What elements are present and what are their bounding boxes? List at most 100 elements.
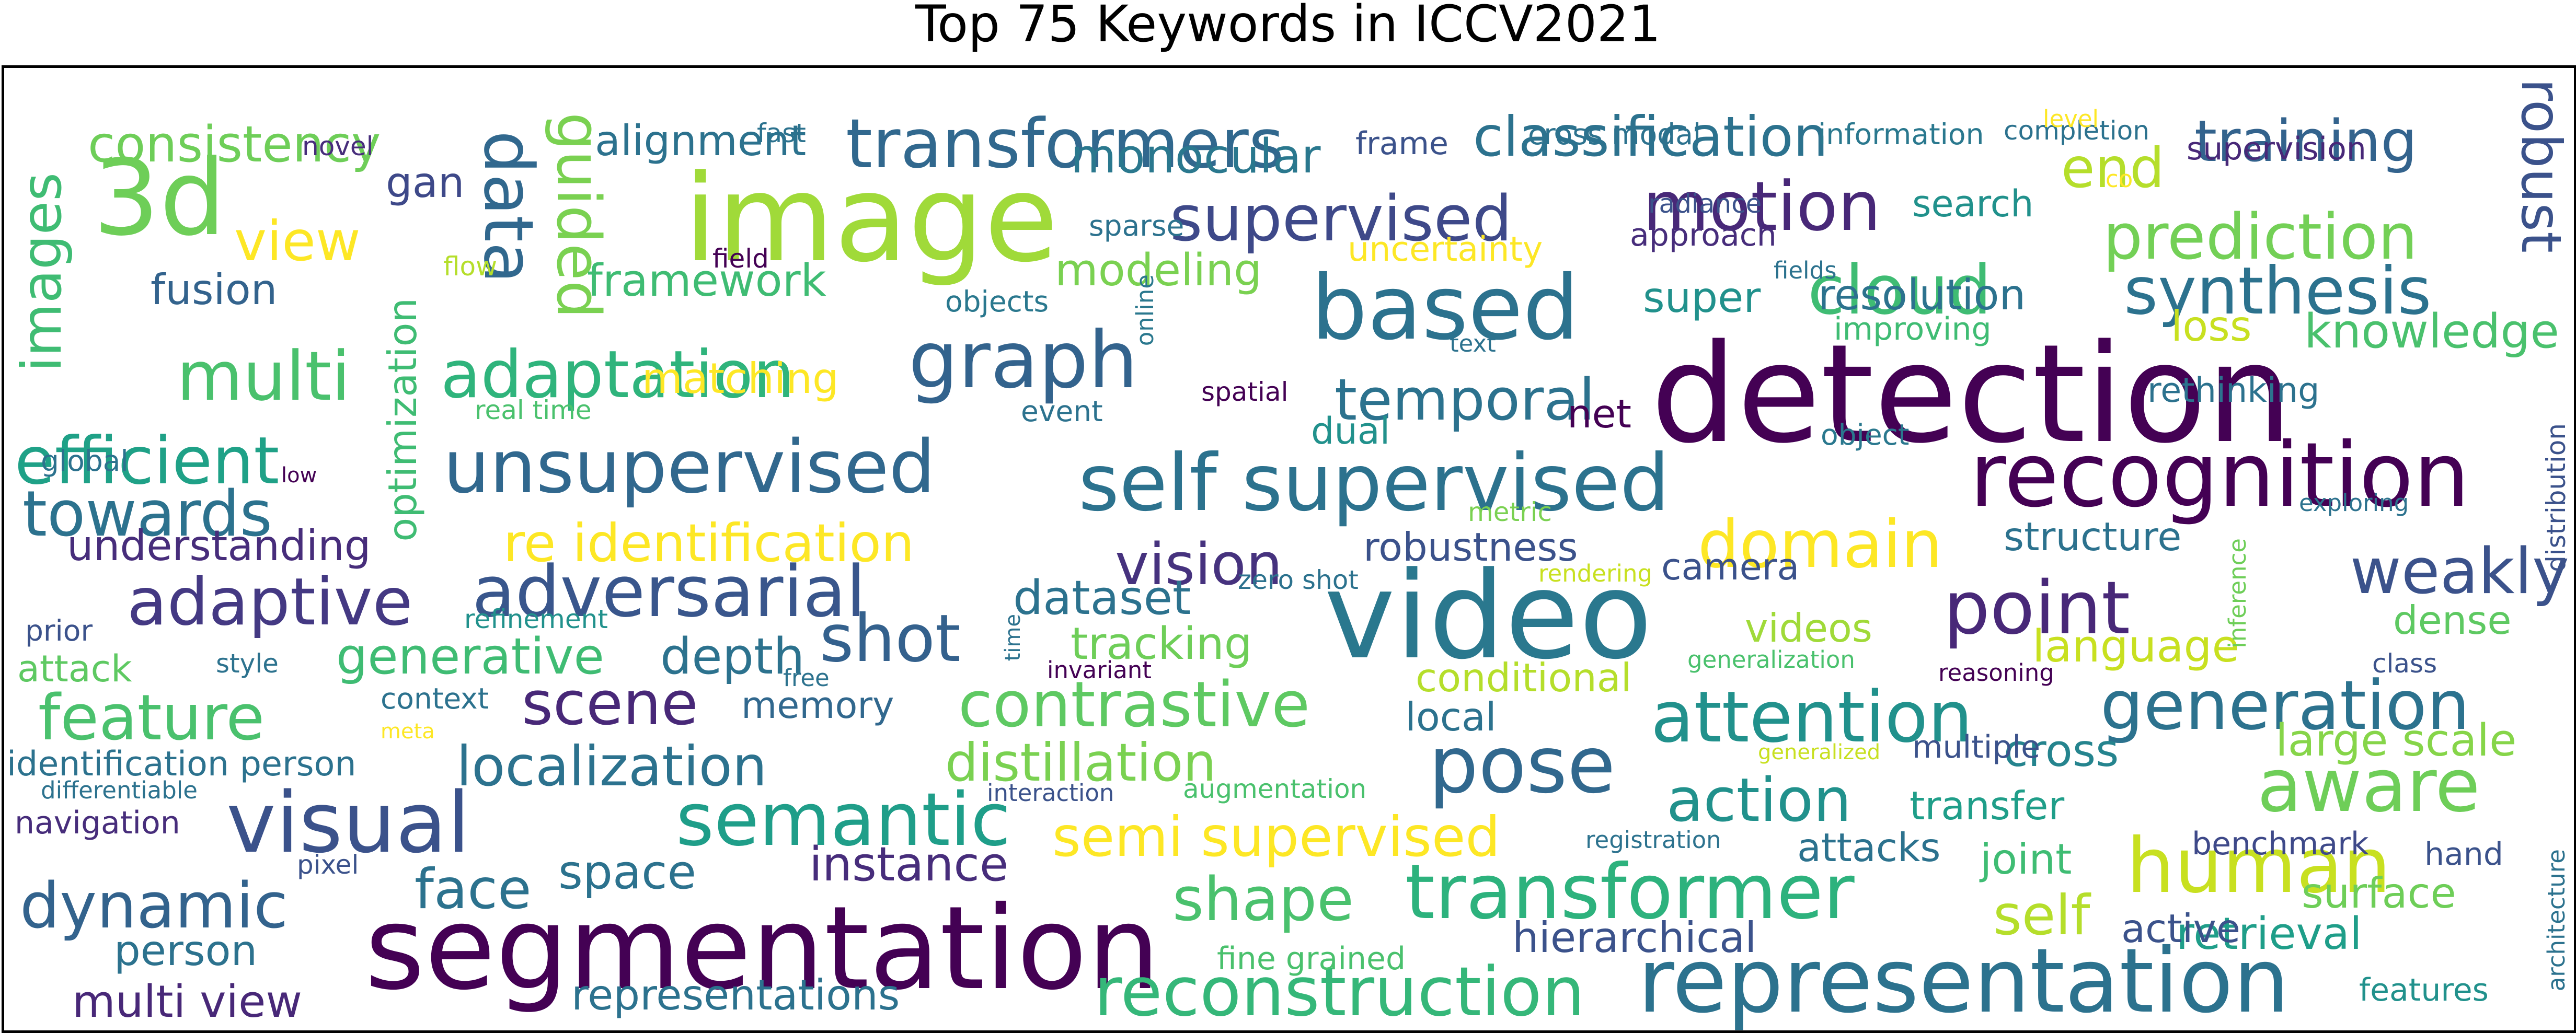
word-improving: improving <box>1834 311 1992 347</box>
word-generalized: generalized <box>1758 740 1881 764</box>
word-interaction: interaction <box>987 779 1114 807</box>
word-zero-shot: zero shot <box>1238 565 1359 595</box>
word-information: information <box>1818 118 1984 151</box>
word-reconstruction: reconstruction <box>1094 952 1585 1031</box>
word-architecture: architecture <box>2543 849 2570 992</box>
word-hand: hand <box>2424 836 2503 873</box>
word-generative: generative <box>336 628 604 686</box>
word-generalization: generalization <box>1687 646 1855 674</box>
word-based: based <box>1311 257 1580 360</box>
word-memory: memory <box>741 684 894 727</box>
word-completion: completion <box>2004 115 2149 146</box>
word-robustness: robustness <box>1363 524 1578 570</box>
word-rendering: rendering <box>1538 560 1653 587</box>
word-dual: dual <box>1311 410 1390 452</box>
word-inference: inference <box>2224 538 2251 648</box>
word-reasoning: reasoning <box>1938 659 2054 687</box>
word-features: features <box>2359 972 2489 1008</box>
word-attacks: attacks <box>1797 825 1941 870</box>
word-self: self <box>1993 884 2090 947</box>
word-shape: shape <box>1172 865 1354 935</box>
word-supervision: supervision <box>2187 131 2366 167</box>
word-re-identification: re identification <box>503 513 915 574</box>
word-synthesis: synthesis <box>2124 253 2432 329</box>
word-text: text <box>1450 330 1496 357</box>
word-objects: objects <box>945 285 1049 318</box>
word-resolution: resolution <box>1818 271 2026 319</box>
word-search: search <box>1912 182 2034 225</box>
word-transformer: transformer <box>1405 848 1855 936</box>
word-tracking: tracking <box>1071 618 1252 670</box>
word-modeling: modeling <box>1055 245 1262 296</box>
word-fields: fields <box>1774 257 1837 284</box>
word-multi-view: multi view <box>72 976 302 1028</box>
word-dataset: dataset <box>1013 571 1191 625</box>
word-localization: localization <box>456 735 767 798</box>
word-representation: representation <box>1638 930 2290 1033</box>
word-feature: feature <box>38 682 265 755</box>
word-radiance: radiance <box>1648 189 1762 219</box>
word-adversarial: adversarial <box>472 551 866 633</box>
word-monocular: monocular <box>1071 129 1321 184</box>
word-invariant: invariant <box>1047 656 1152 684</box>
word-training: training <box>2194 108 2418 175</box>
word-real-time: real time <box>475 395 592 425</box>
word-field: field <box>712 243 769 274</box>
word-cloud: cloud <box>1808 250 1992 330</box>
word-meta: meta <box>381 719 435 744</box>
word-optimization: optimization <box>380 298 426 542</box>
word-navigation: navigation <box>15 805 180 841</box>
word-person: person <box>114 926 258 975</box>
word-distillation: distillation <box>945 732 1216 793</box>
word-large-scale: large scale <box>2275 715 2517 767</box>
word-co: co <box>2106 165 2133 193</box>
word-gan: gan <box>386 158 465 207</box>
word-distribution: distribution <box>2541 423 2571 572</box>
word-robust: robust <box>2509 78 2573 253</box>
word-differentiable: differentiable <box>41 776 198 804</box>
word-weakly: weakly <box>2350 536 2569 608</box>
word-image: image <box>684 149 1059 289</box>
word-class: class <box>2372 648 2437 679</box>
word-frame: frame <box>1355 125 1448 162</box>
word-dynamic: dynamic <box>20 870 288 943</box>
word-human: human <box>2126 822 2391 910</box>
word-temporal: temporal <box>1335 366 1595 433</box>
word-fusion: fusion <box>151 265 278 314</box>
word-identification-person: identification person <box>7 745 356 784</box>
word-videos: videos <box>1745 605 1872 651</box>
word-motion: motion <box>1643 167 1881 246</box>
word-novel: novel <box>302 131 374 161</box>
word-attack: attack <box>17 647 132 690</box>
word-cloud: detection video image segmentation represent… <box>2 65 2576 1033</box>
word-towards: towards <box>22 478 273 551</box>
word-depth: depth <box>660 628 805 686</box>
word-images: images <box>10 172 74 372</box>
word-attention: attention <box>1651 676 1973 758</box>
word-hierarchical: hierarchical <box>1512 913 1757 962</box>
word-local: local <box>1405 694 1497 740</box>
word-approach: approach <box>1630 217 1777 253</box>
word-recognition: recognition <box>1970 424 2470 527</box>
word-registration: registration <box>1585 826 1721 854</box>
word-point: point <box>1944 566 2131 651</box>
word-structure: structure <box>2004 514 2182 560</box>
word-global: global <box>41 444 129 478</box>
word-unsupervised: unsupervised <box>443 425 936 510</box>
word-domain: domain <box>1698 507 1943 583</box>
word-fast: fast <box>757 118 806 148</box>
word-pose: pose <box>1429 720 1616 811</box>
word-conditional: conditional <box>1416 655 1632 701</box>
word-retrieval: retrieval <box>2176 908 2362 960</box>
word-joint: joint <box>1980 835 2072 884</box>
word-exploring: exploring <box>2299 489 2409 517</box>
word-framework: framework <box>587 255 826 307</box>
word-matching: matching <box>642 354 839 403</box>
word-augmentation: augmentation <box>1183 774 1367 804</box>
word-classification: classification <box>1473 105 1828 169</box>
word-object: object <box>1821 418 1910 451</box>
word-multiple: multiple <box>1912 729 2041 765</box>
word-consistency: consistency <box>88 116 381 173</box>
word-scene: scene <box>522 669 698 739</box>
word-language: language <box>2032 621 2239 672</box>
